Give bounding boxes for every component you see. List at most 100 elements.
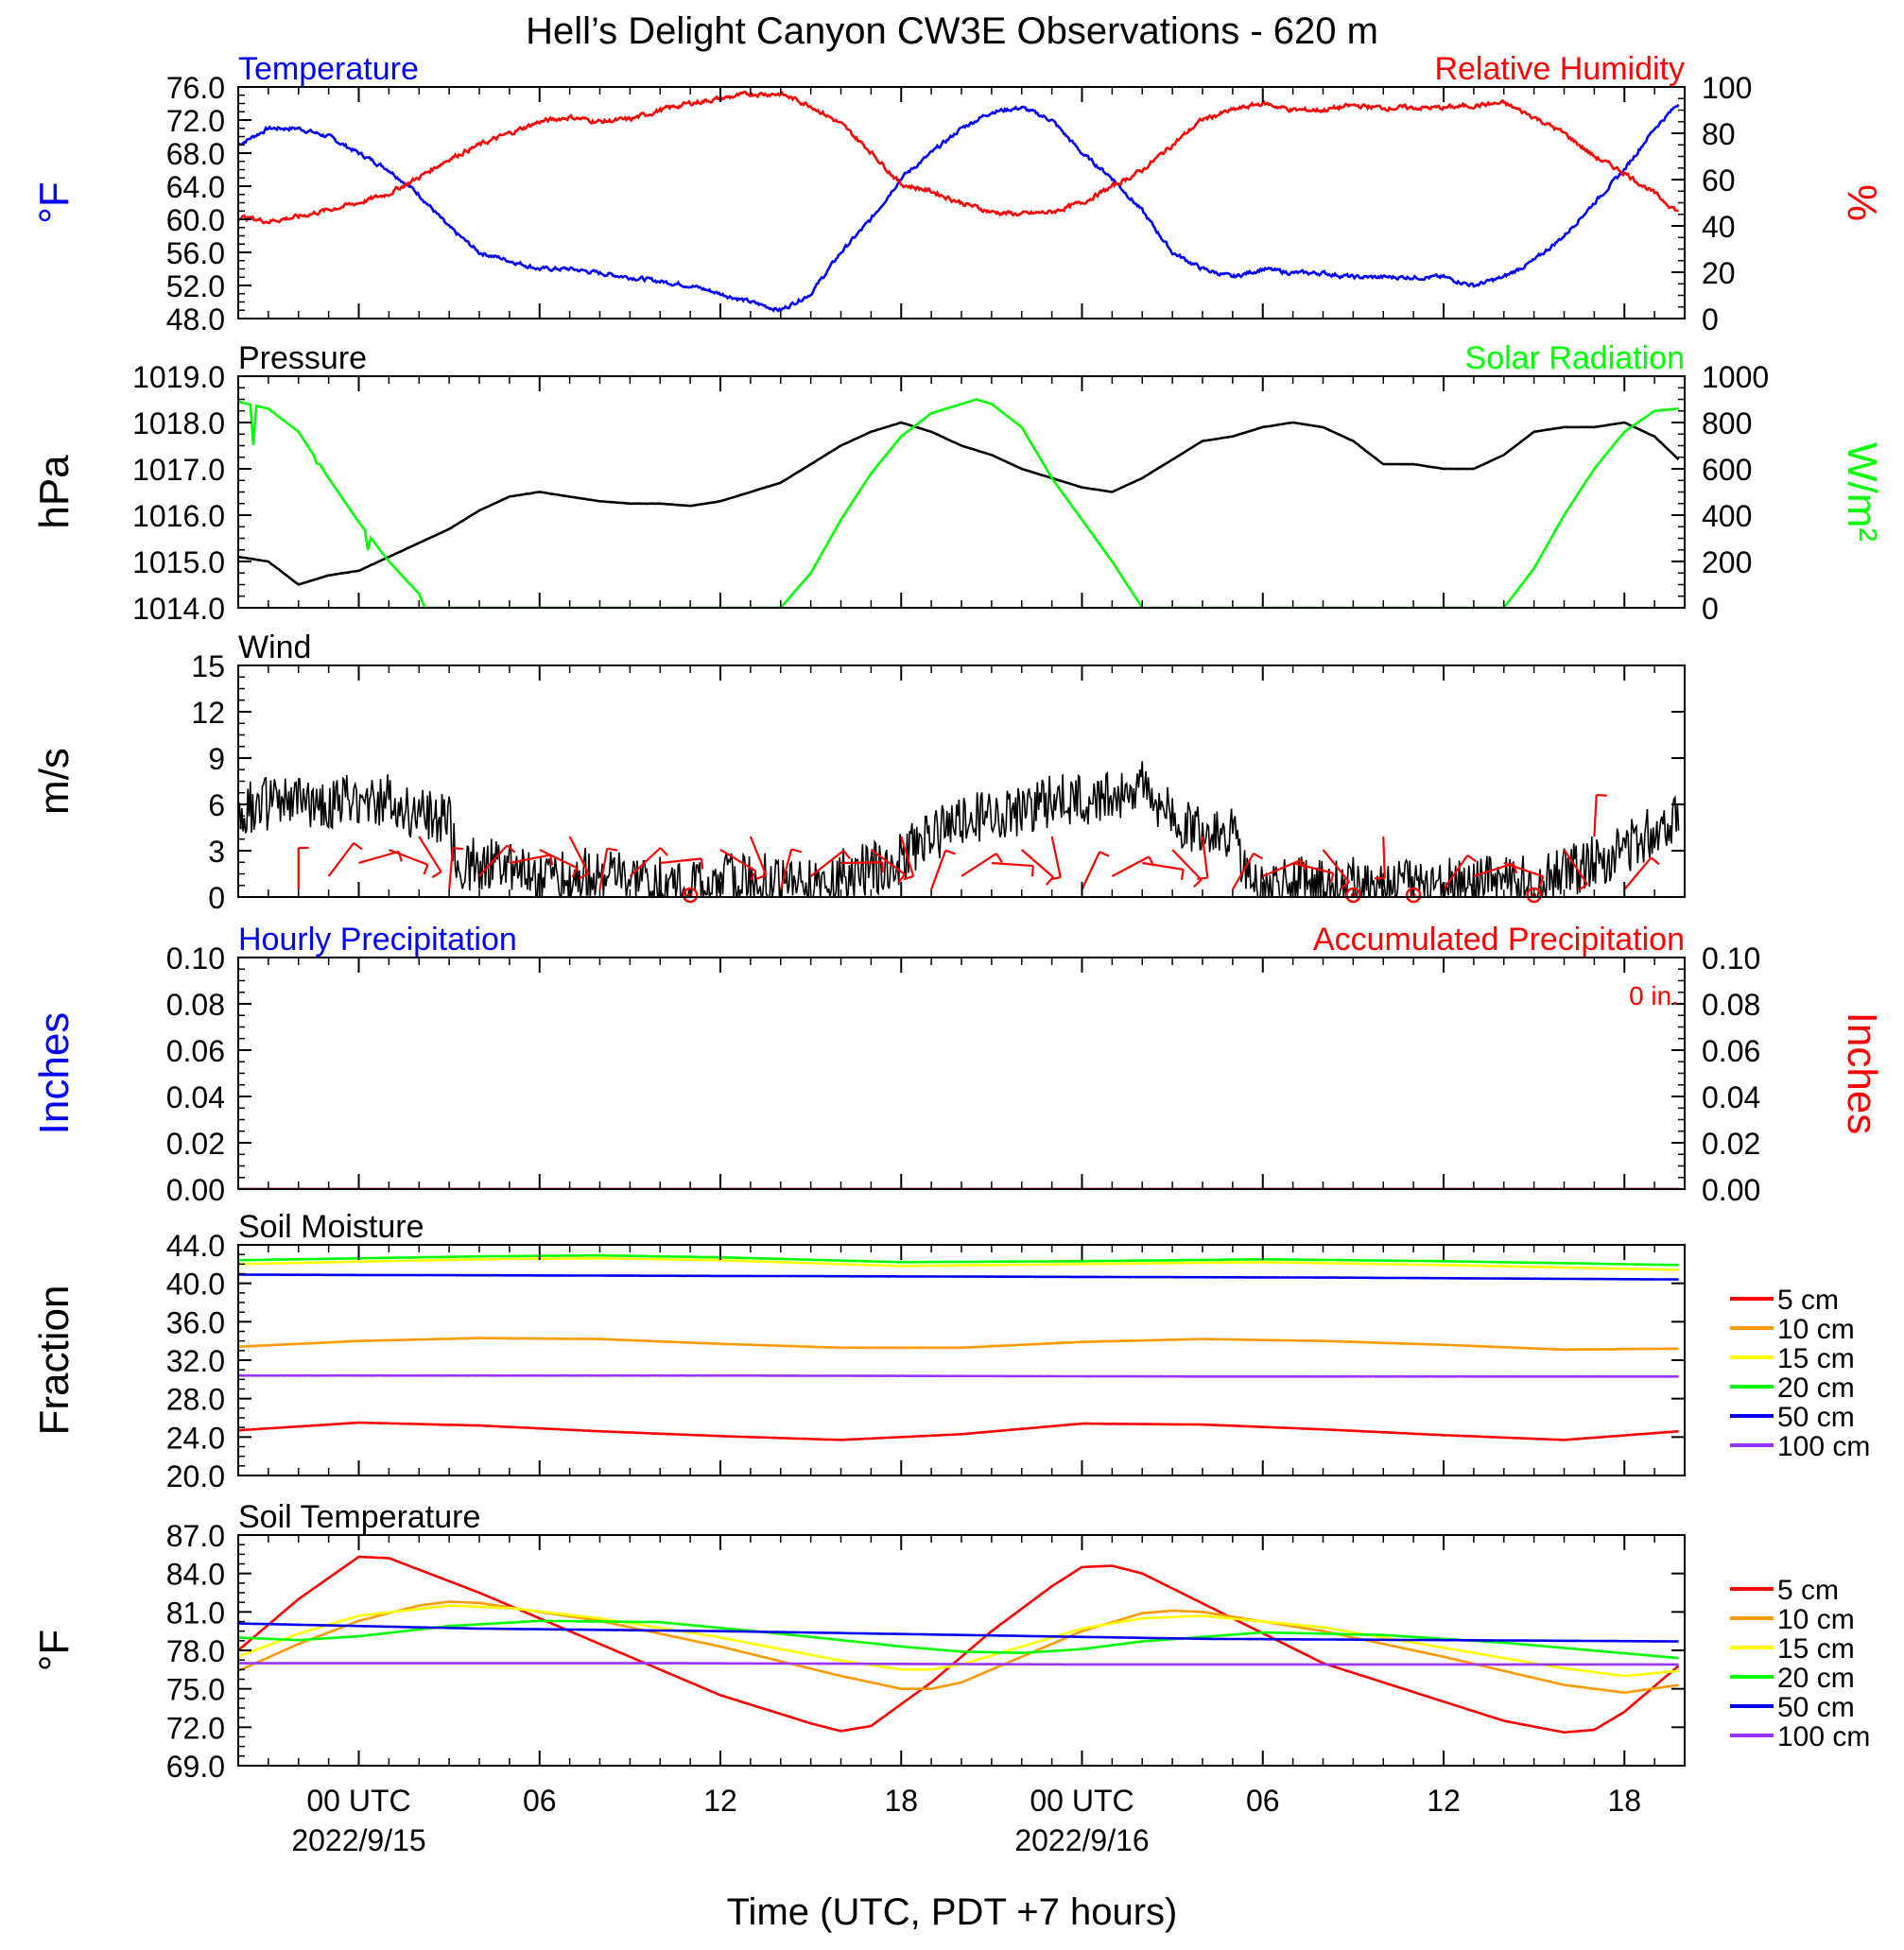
ytick-right-label: 0.10 <box>1702 941 1760 975</box>
xtick-label: 06 <box>1246 1784 1280 1818</box>
xtick-label: 00 UTC <box>306 1784 410 1818</box>
ytick-left-label: 1019.0 <box>132 360 225 394</box>
legend-label: 100 cm <box>1777 1721 1870 1752</box>
ytick-left-label: 60.0 <box>166 203 225 237</box>
ylabel-right: Inches <box>1839 1012 1885 1135</box>
wind-barb-flag <box>1032 866 1033 876</box>
panel-title-left: Temperature <box>238 51 419 87</box>
panel-title-left: Pressure <box>238 340 367 376</box>
ytick-right-label: 0.06 <box>1702 1034 1760 1068</box>
ytick-right-label: 800 <box>1702 406 1752 440</box>
ytick-left-label: 1015.0 <box>132 545 225 579</box>
legend-label: 20 cm <box>1777 1663 1855 1694</box>
ytick-right-label: 0.08 <box>1702 988 1760 1022</box>
ylabel-left: hPa <box>31 455 78 529</box>
ytick-left-label: 15 <box>191 649 225 683</box>
ytick-left-label: 3 <box>208 835 225 869</box>
ytick-left-label: 6 <box>208 788 225 822</box>
wind-barb-flag <box>1197 878 1207 879</box>
legend-label: 15 cm <box>1777 1343 1855 1374</box>
legend-label: 10 cm <box>1777 1604 1855 1635</box>
ytick-right-label: 40 <box>1702 210 1736 244</box>
panel-title-right: Relative Humidity <box>1434 51 1685 87</box>
wind-barb-flag <box>453 848 463 849</box>
wind-barb-flag <box>1597 795 1607 796</box>
ytick-left-label: 1018.0 <box>132 406 225 440</box>
x-axis-title: Time (UTC, PDT +7 hours) <box>727 1891 1178 1933</box>
ytick-right-label: 80 <box>1702 117 1736 151</box>
ytick-right-label: 400 <box>1702 499 1752 533</box>
ytick-right-label: 0 <box>1702 592 1719 626</box>
ytick-left-label: 64.0 <box>166 170 225 204</box>
ytick-right-label: 600 <box>1702 453 1752 487</box>
series-soil_moisture-5 <box>238 1375 1679 1376</box>
ytick-left-label: 56.0 <box>166 236 225 270</box>
ytick-left-label: 68.0 <box>166 137 225 171</box>
ytick-right-label: 60 <box>1702 164 1736 198</box>
ylabel-left: Inches <box>31 1012 78 1135</box>
precip-total: 0 in. <box>1629 981 1679 1010</box>
ytick-right-label: 100 <box>1702 71 1752 105</box>
ytick-left-label: 0.10 <box>166 941 225 975</box>
panel-title-right: Accumulated Precipitation <box>1313 922 1685 958</box>
ylabel-left: °F <box>31 181 78 223</box>
ytick-left-label: 76.0 <box>166 71 225 105</box>
ytick-left-label: 1017.0 <box>132 453 225 487</box>
ylabel-left: m/s <box>31 748 78 815</box>
panel-title-left: Hourly Precipitation <box>238 922 517 958</box>
ytick-left-label: 48.0 <box>166 302 225 337</box>
ylabel-left: Fraction <box>31 1286 78 1436</box>
ytick-left-label: 0.00 <box>166 1173 225 1207</box>
ytick-right-label: 0.02 <box>1702 1127 1760 1161</box>
ytick-right-label: 0.00 <box>1702 1173 1760 1207</box>
ytick-left-label: 40.0 <box>166 1268 225 1302</box>
series-soil_temperature-5 <box>238 1664 1679 1665</box>
page-title: Hell’s Delight Canyon CW3E Observations … <box>526 10 1378 52</box>
panel-title-left: Soil Temperature <box>238 1499 480 1535</box>
ylabel-right: % <box>1839 184 1885 221</box>
wind-barb <box>841 862 883 863</box>
ylabel-left: °F <box>31 1630 78 1671</box>
ytick-left-label: 78.0 <box>166 1634 225 1668</box>
ytick-right-label: 0 <box>1702 302 1719 337</box>
ytick-left-label: 36.0 <box>166 1305 225 1339</box>
ytick-left-label: 1016.0 <box>132 499 225 533</box>
ytick-left-label: 0.08 <box>166 988 225 1022</box>
xtick-label: 18 <box>1607 1784 1641 1818</box>
legend-label: 20 cm <box>1777 1372 1855 1404</box>
ytick-left-label: 24.0 <box>166 1421 225 1455</box>
ytick-left-label: 28.0 <box>166 1383 225 1417</box>
ylabel-right: W/m² <box>1839 442 1885 542</box>
xtick-date-label: 2022/9/15 <box>291 1823 425 1857</box>
wind-barb-flag <box>701 858 702 869</box>
ytick-left-label: 44.0 <box>166 1229 225 1263</box>
ytick-left-label: 0.02 <box>166 1127 225 1161</box>
legend-label: 15 cm <box>1777 1633 1855 1665</box>
ytick-left-label: 20.0 <box>166 1459 225 1493</box>
ytick-left-label: 32.0 <box>166 1344 225 1378</box>
ytick-left-label: 0.06 <box>166 1034 225 1068</box>
ytick-left-label: 75.0 <box>166 1673 225 1707</box>
panel-title-left: Soil Moisture <box>238 1209 424 1245</box>
xtick-label: 12 <box>703 1784 737 1818</box>
ytick-left-label: 1014.0 <box>132 592 225 626</box>
xtick-date-label: 2022/9/16 <box>1014 1823 1149 1857</box>
ytick-right-label: 20 <box>1702 256 1736 290</box>
legend-label: 5 cm <box>1777 1575 1839 1606</box>
ytick-left-label: 72.0 <box>166 104 225 138</box>
xtick-label: 18 <box>884 1784 918 1818</box>
ytick-left-label: 52.0 <box>166 269 225 303</box>
ytick-left-label: 0.04 <box>166 1080 225 1114</box>
panel-title-right: Solar Radiation <box>1465 340 1685 376</box>
legend-label: 100 cm <box>1777 1431 1870 1462</box>
ytick-left-label: 0 <box>208 881 225 915</box>
ytick-right-label: 200 <box>1702 545 1752 579</box>
ytick-left-label: 81.0 <box>166 1596 225 1630</box>
ytick-left-label: 87.0 <box>166 1519 225 1553</box>
ytick-left-label: 9 <box>208 742 225 776</box>
panel-title-left: Wind <box>238 630 311 665</box>
ytick-right-label: 1000 <box>1702 360 1769 394</box>
ytick-left-label: 72.0 <box>166 1711 225 1745</box>
xtick-label: 06 <box>523 1784 557 1818</box>
